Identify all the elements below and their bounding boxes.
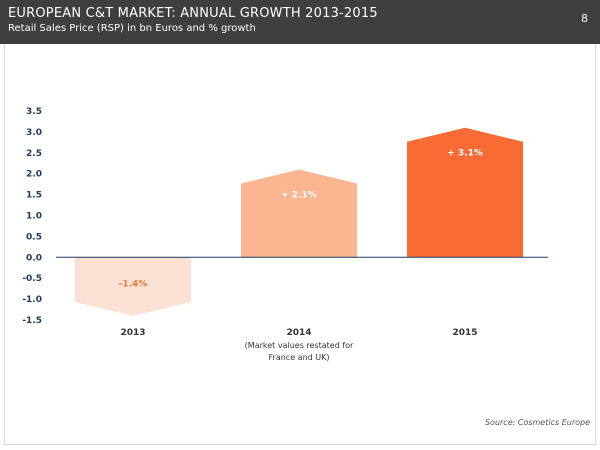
- bar-2014: [241, 169, 357, 258]
- page-title: EUROPEAN C&T MARKET: ANNUAL GROWTH 2013-…: [8, 6, 378, 21]
- y-tick-label: 0.5: [26, 232, 42, 242]
- data-label-2013: -1.4%: [119, 279, 148, 289]
- y-tick-label: -0.5: [22, 274, 42, 284]
- source-note: Source: Cosmetics Europe: [484, 418, 590, 427]
- category-note: France and UK): [269, 353, 330, 362]
- data-label-2014: + 2.1%: [281, 191, 317, 201]
- data-label-2015: + 3.1%: [447, 149, 483, 159]
- y-tick-label: 1.5: [26, 191, 42, 201]
- y-tick-label: -1.5: [22, 316, 42, 326]
- y-tick-label: -1.0: [22, 295, 42, 305]
- category-label-2015: 2015: [452, 328, 477, 338]
- page-subtitle: Retail Sales Price (RSP) in bn Euros and…: [8, 23, 256, 34]
- y-tick-label: 2.0: [26, 170, 42, 180]
- page-number: 8: [581, 12, 588, 25]
- bar-2015: [407, 127, 523, 258]
- y-tick-label: 0.0: [26, 253, 42, 263]
- slide-frame: [4, 44, 596, 445]
- y-tick-label: 2.5: [26, 149, 42, 159]
- category-label-2014: 2014: [286, 328, 311, 338]
- bar-2013: [75, 257, 191, 316]
- y-tick-label: 3.0: [26, 128, 42, 138]
- y-tick-label: 1.0: [26, 212, 42, 222]
- category-label-2013: 2013: [120, 328, 145, 338]
- y-tick-label: 3.5: [26, 107, 42, 117]
- category-note: (Market values restated for: [245, 341, 354, 350]
- header-bar: EUROPEAN C&T MARKET: ANNUAL GROWTH 2013-…: [0, 0, 600, 44]
